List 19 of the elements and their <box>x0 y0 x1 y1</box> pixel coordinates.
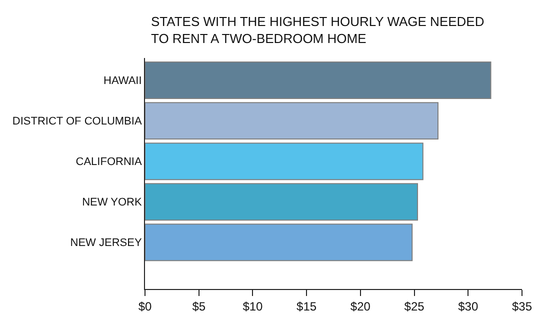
y-tick-label: DISTRICT OF COLUMBIA <box>12 116 142 128</box>
chart-title: STATES WITH THE HIGHEST HOURLY WAGE NEEDED TO RENT A TWO-BEDROOM HOME <box>151 14 484 46</box>
bar <box>145 102 438 140</box>
bar <box>145 142 424 180</box>
y-tick-label: HAWAII <box>104 75 142 88</box>
x-tick-label: $25 <box>404 299 425 314</box>
x-tick-label: $10 <box>242 299 264 314</box>
bar <box>145 62 492 100</box>
x-tick-label: $30 <box>458 299 478 314</box>
y-tick-label: NEW YORK <box>82 196 142 209</box>
x-tick-label: $20 <box>350 299 371 314</box>
x-tick-label: $5 <box>192 299 206 314</box>
bar <box>145 183 418 221</box>
x-tick-label: $15 <box>296 299 317 314</box>
y-tick-label: NEW JERSEY <box>70 237 142 250</box>
x-tick-label: $0 <box>138 299 152 314</box>
bar <box>145 224 413 262</box>
x-tick-label: $35 <box>512 299 532 314</box>
y-tick-label: CALIFORNIA <box>76 156 142 168</box>
